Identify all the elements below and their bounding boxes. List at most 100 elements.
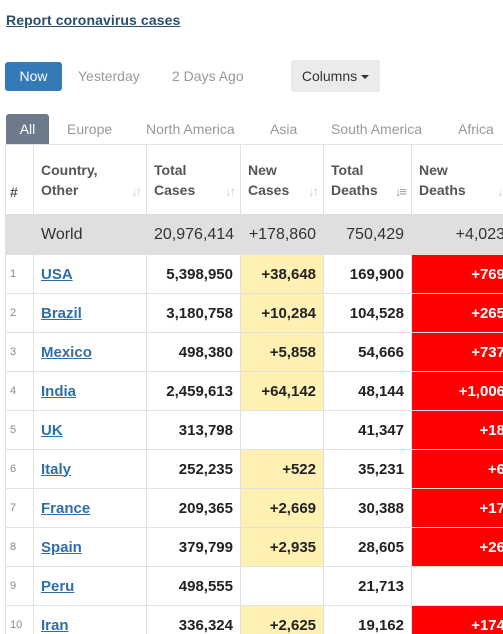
header-country-line2: Other [41, 181, 79, 198]
header-total-deaths[interactable]: Total Deaths ↓≡ [323, 144, 412, 216]
total-cases-cell: 3,180,758 [146, 293, 241, 333]
new-deaths-cell: +737 [411, 332, 503, 372]
new-cases-cell [240, 566, 324, 606]
total-deaths-cell: 41,347 [323, 410, 412, 450]
header-new-deaths-line1: New [419, 161, 448, 178]
new-cases-cell: +38,648 [240, 254, 324, 294]
row-index: 8 [5, 527, 34, 567]
table-row: 5 UK 313,798 41,347 +18 [5, 410, 503, 450]
row-index: 4 [5, 371, 34, 411]
new-deaths-cell: +18 [411, 410, 503, 450]
country-cell: Mexico [33, 332, 147, 372]
new-deaths-cell: +769 [411, 254, 503, 294]
table-row: 1 USA 5,398,950 +38,648 169,900 +769 [5, 254, 503, 294]
row-index: 10 [5, 605, 34, 634]
new-cases-cell: +2,625 [240, 605, 324, 634]
row-index: 1 [5, 254, 34, 294]
world-new-cases: +178,860 [240, 214, 324, 255]
row-index: 2 [5, 293, 34, 333]
country-link[interactable]: Peru [41, 577, 75, 595]
caret-down-icon [361, 75, 370, 80]
world-country-cell: World [33, 214, 147, 255]
row-index: 7 [5, 488, 34, 528]
country-cell: UK [33, 410, 147, 450]
world-total-cases: 20,976,414 [146, 214, 241, 255]
new-cases-cell: +2,935 [240, 527, 324, 567]
country-link[interactable]: India [41, 382, 77, 400]
table-row: 7 France 209,365 +2,669 30,388 +17 [5, 488, 503, 528]
header-new-deaths[interactable]: New Deaths ↓↑ [411, 144, 503, 216]
header-total-deaths-line2: Deaths [331, 181, 378, 198]
country-cell: USA [33, 254, 147, 294]
row-index: 3 [5, 332, 34, 372]
region-tab-asia[interactable]: Asia [270, 121, 298, 137]
region-tab-south-america[interactable]: South America [331, 121, 423, 137]
total-cases-cell: 498,555 [146, 566, 241, 606]
table-row: 2 Brazil 3,180,758 +10,284 104,528 +265 [5, 293, 503, 333]
header-total-cases-line2: Cases [154, 181, 196, 198]
total-deaths-cell: 30,388 [323, 488, 412, 528]
table-row: 10 Iran 336,324 +2,625 19,162 +174 [5, 605, 503, 634]
new-cases-cell: +5,858 [240, 332, 324, 372]
country-link[interactable]: UK [41, 421, 63, 439]
header-new-cases-line1: New [248, 161, 277, 178]
country-link[interactable]: Mexico [41, 343, 92, 361]
header-country[interactable]: Country, Other ↓↑ [33, 144, 147, 216]
row-index: 6 [5, 449, 34, 489]
country-link[interactable]: Italy [41, 460, 72, 478]
total-cases-cell: 2,459,613 [146, 371, 241, 411]
total-deaths-cell: 104,528 [323, 293, 412, 333]
country-link[interactable]: Iran [41, 616, 69, 634]
new-cases-cell: +2,669 [240, 488, 324, 528]
new-cases-cell [240, 410, 324, 450]
total-deaths-cell: 35,231 [323, 449, 412, 489]
row-index: 9 [5, 566, 34, 606]
table-row: 3 Mexico 498,380 +5,858 54,666 +737 [5, 332, 503, 372]
header-country-line1: Country, [41, 161, 98, 178]
world-index-cell [5, 214, 34, 255]
total-deaths-cell: 21,713 [323, 566, 412, 606]
report-cases-link[interactable]: Report coronavirus cases [6, 12, 181, 28]
new-deaths-cell [411, 566, 503, 606]
world-total-deaths: 750,429 [323, 214, 412, 255]
country-cell: Brazil [33, 293, 147, 333]
region-tabs: All Europe North America Asia South Amer… [0, 114, 503, 144]
sort-icon: ↓↑ [131, 184, 142, 199]
header-total-deaths-line1: Total [331, 161, 364, 178]
total-cases-cell: 5,398,950 [146, 254, 241, 294]
country-cell: Iran [33, 605, 147, 634]
region-tab-africa[interactable]: Africa [458, 121, 494, 137]
country-link[interactable]: France [41, 499, 91, 517]
tab-yesterday[interactable]: Yesterday [78, 68, 140, 84]
region-tab-north-america[interactable]: North America [146, 121, 235, 137]
header-total-cases[interactable]: Total Cases ↓↑ [146, 144, 241, 216]
new-deaths-cell: +265 [411, 293, 503, 333]
total-cases-cell: 498,380 [146, 332, 241, 372]
new-deaths-cell: +6 [411, 449, 503, 489]
new-cases-cell: +10,284 [240, 293, 324, 333]
header-new-deaths-line2: Deaths [419, 181, 466, 198]
country-cell: Spain [33, 527, 147, 567]
tab-now[interactable]: Now [5, 62, 62, 91]
sort-icon: ↓↑ [225, 184, 236, 199]
country-link[interactable]: Brazil [41, 304, 82, 322]
cases-table-container: # Country, Other ↓↑ Total Cases ↓↑ New C… [0, 144, 503, 634]
country-link[interactable]: Spain [41, 538, 82, 556]
sort-icon: ↓↑ [308, 184, 319, 199]
total-deaths-cell: 48,144 [323, 371, 412, 411]
total-cases-cell: 209,365 [146, 488, 241, 528]
region-tab-all[interactable]: All [6, 114, 49, 144]
country-link[interactable]: USA [41, 265, 73, 283]
table-row: 4 India 2,459,613 +64,142 48,144 +1,006 [5, 371, 503, 411]
world-new-deaths: +4,023 [411, 214, 503, 255]
header-new-cases-line2: Cases [248, 181, 290, 198]
new-deaths-cell: +174 [411, 605, 503, 634]
total-deaths-cell: 28,605 [323, 527, 412, 567]
columns-dropdown-button[interactable]: Columns [291, 60, 380, 92]
region-tab-europe[interactable]: Europe [67, 121, 113, 137]
tab-2-days-ago[interactable]: 2 Days Ago [172, 68, 244, 84]
header-new-cases[interactable]: New Cases ↓↑ [240, 144, 324, 216]
total-cases-cell: 313,798 [146, 410, 241, 450]
total-deaths-cell: 19,162 [323, 605, 412, 634]
